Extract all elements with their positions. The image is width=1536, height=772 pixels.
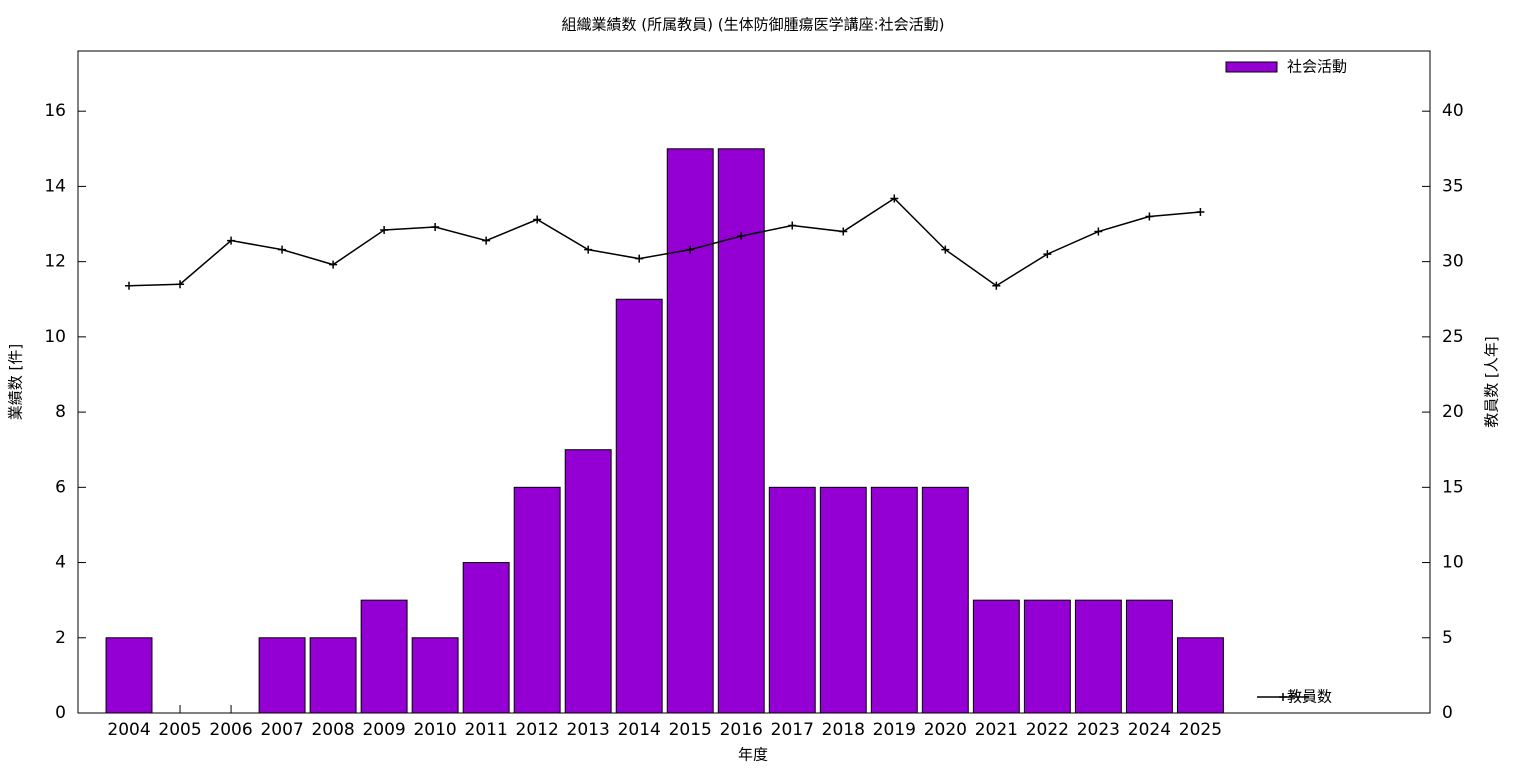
x-tick-label: 2023: [1077, 720, 1120, 740]
point-marker: [533, 215, 542, 224]
point-marker: [1196, 207, 1205, 216]
point-marker: [635, 254, 644, 263]
y2-axis-label: 教員数 [人年]: [1483, 336, 1501, 427]
bar: [717, 148, 765, 714]
bar: [411, 637, 459, 714]
y2-tick-label: 10: [1442, 553, 1464, 573]
point-marker: [839, 227, 848, 236]
x-tick-label: 2025: [1179, 720, 1222, 740]
point-marker: [1043, 250, 1052, 259]
legend-label: 社会活動: [1287, 58, 1347, 76]
x-tick-label: 2024: [1128, 720, 1171, 740]
y2-tick-label: 40: [1442, 101, 1464, 121]
y-tick-label: 12: [44, 252, 66, 272]
x-tick-label: 2008: [311, 720, 354, 740]
point-marker: [890, 194, 899, 203]
bar: [360, 599, 408, 714]
y2-tick-label: 35: [1442, 176, 1464, 196]
y2-tick-label: 0: [1442, 703, 1453, 723]
x-tick-label: 2014: [618, 720, 661, 740]
point-marker: [941, 245, 950, 254]
point-marker: [584, 245, 593, 254]
y-tick-label: 10: [44, 327, 66, 347]
chart-title: 組織業績数 (所属教員) (生体防御腫瘍医学講座:社会活動): [561, 16, 944, 34]
bar: [309, 637, 357, 714]
bar: [666, 148, 714, 714]
bar: [1023, 599, 1071, 714]
point-marker: [992, 281, 1001, 290]
y-tick-label: 2: [55, 628, 66, 648]
x-tick-label: 2012: [516, 720, 559, 740]
legend-label: 教員数: [1287, 688, 1332, 706]
y-tick-label: 4: [55, 553, 66, 573]
point-marker: [329, 260, 338, 269]
y-tick-label: 16: [44, 101, 66, 121]
y2-tick-label: 20: [1442, 402, 1464, 422]
x-tick-label: 2017: [771, 720, 814, 740]
y2-tick-label: 5: [1442, 628, 1453, 648]
x-tick-label: 2005: [158, 720, 201, 740]
bar: [513, 486, 561, 714]
y2-tick-label: 25: [1442, 327, 1464, 347]
point-marker: [176, 280, 185, 289]
point-marker: [278, 245, 287, 254]
point-marker: [737, 232, 746, 241]
x-tick-label: 2007: [260, 720, 303, 740]
point-marker: [686, 245, 695, 254]
x-tick-label: 2019: [873, 720, 916, 740]
point-marker: [227, 236, 236, 245]
x-tick-label: 2021: [975, 720, 1018, 740]
x-tick-label: 2009: [362, 720, 405, 740]
y-tick-label: 14: [44, 176, 66, 196]
point-marker: [1145, 212, 1154, 221]
x-tick-label: 2018: [822, 720, 865, 740]
x-tick-label: 2004: [107, 720, 150, 740]
bar: [258, 637, 306, 714]
x-tick-label: 2015: [669, 720, 712, 740]
bar: [1074, 599, 1122, 714]
y-tick-label: 0: [55, 703, 66, 723]
x-tick-label: 2022: [1026, 720, 1069, 740]
bar: [615, 298, 663, 714]
point-marker: [482, 236, 491, 245]
y2-tick-label: 15: [1442, 477, 1464, 497]
x-tick-label: 2013: [567, 720, 610, 740]
x-tick-label: 2016: [720, 720, 763, 740]
point-marker: [125, 281, 134, 290]
bar: [921, 486, 969, 714]
bar: [819, 486, 867, 714]
x-tick-label: 2010: [413, 720, 456, 740]
y-axis-label: 業績数 [件]: [7, 344, 25, 420]
bar: [768, 486, 816, 714]
bar: [1176, 637, 1224, 714]
point-marker: [1094, 227, 1103, 236]
x-tick-label: 2006: [209, 720, 252, 740]
y-tick-label: 8: [55, 402, 66, 422]
point-marker: [431, 223, 440, 232]
bar: [462, 562, 510, 714]
line: [128, 197, 1201, 287]
legend-swatch: [1225, 61, 1278, 73]
bar: [105, 637, 153, 714]
bar: [972, 599, 1020, 714]
y-tick-label: 6: [55, 477, 66, 497]
bar: [1125, 599, 1173, 714]
point-marker: [380, 226, 389, 235]
y2-tick-label: 30: [1442, 252, 1464, 272]
x-tick-label: 2020: [924, 720, 967, 740]
x-tick-label: 2011: [465, 720, 508, 740]
legend-marker: [1279, 693, 1287, 701]
x-axis-label: 年度: [738, 746, 768, 764]
bar: [564, 449, 612, 714]
point-marker: [788, 221, 797, 230]
bar: [870, 486, 918, 714]
